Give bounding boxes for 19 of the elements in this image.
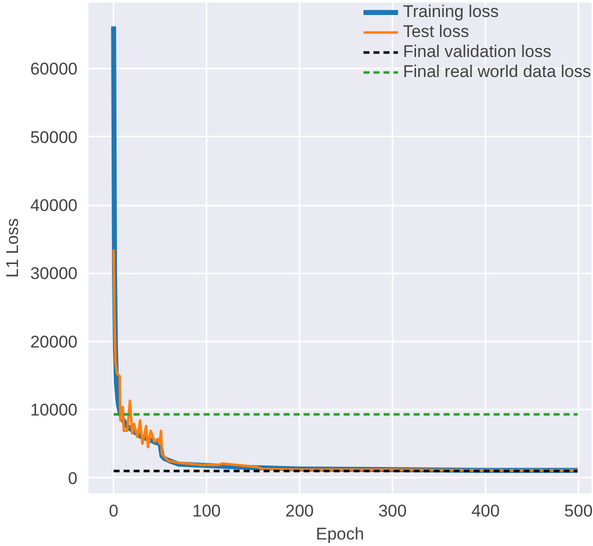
y-tick-label: 0 <box>68 468 78 488</box>
y-axis-title: L1 Loss <box>3 218 22 278</box>
x-tick-label: 400 <box>471 502 500 520</box>
y-tick-label: 20000 <box>30 332 78 352</box>
legend-label: Final validation loss <box>402 42 552 62</box>
x-axis-title: Epoch <box>316 524 364 544</box>
y-tick-label: 50000 <box>30 128 78 147</box>
y-tick-label: 30000 <box>30 264 78 284</box>
x-tick-label: 500 <box>564 502 593 520</box>
x-tick-label: 300 <box>378 502 407 520</box>
y-tick-label: 40000 <box>30 196 78 216</box>
x-tick-label: 0 <box>108 502 118 520</box>
x-tick-label: 100 <box>192 502 221 520</box>
y-tick-label: 60000 <box>30 60 78 79</box>
legend-label: Final real world data loss <box>402 62 591 82</box>
y-tick-label: 10000 <box>30 400 78 420</box>
legend-label: Training loss <box>402 2 499 22</box>
legend-label: Test loss <box>402 22 470 42</box>
x-tick-label: 200 <box>285 502 314 520</box>
